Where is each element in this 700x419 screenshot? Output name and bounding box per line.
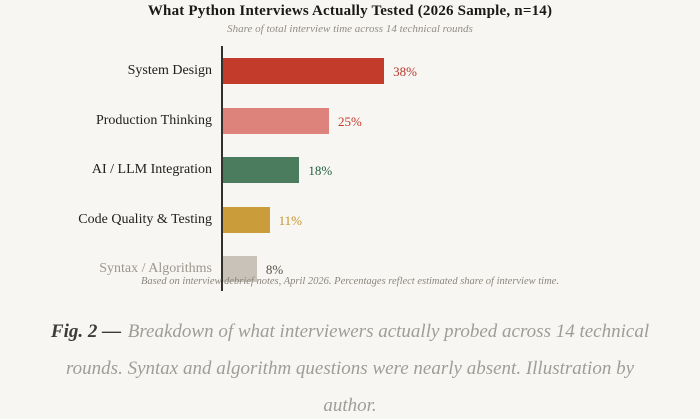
plot-area: System Design 38% Production Thinking 25% AI… bbox=[0, 46, 700, 291]
bar-row: AI / LLM Integration 18% bbox=[0, 157, 700, 183]
bar-value-label: 18% bbox=[308, 163, 333, 178]
bar bbox=[223, 206, 270, 233]
bar-category-label: Code Quality & Testing bbox=[78, 211, 212, 227]
caption-prefix: Fig. 2 — bbox=[50, 321, 122, 342]
bar bbox=[223, 157, 300, 183]
bar-row: Code Quality & Testing 11% bbox=[0, 206, 700, 233]
bar-value-label: 8% bbox=[265, 262, 284, 277]
bar bbox=[223, 256, 257, 282]
bar-value-label: 25% bbox=[338, 113, 362, 129]
bar bbox=[223, 58, 385, 84]
bar-category-label: System Design bbox=[127, 63, 212, 78]
bar-category-label: Production Thinking bbox=[95, 112, 212, 128]
bar-category-label: AI / LLM Integration bbox=[91, 162, 212, 177]
y-axis-line bbox=[221, 46, 223, 291]
caption-line-1-text: Breakdown of what interviewers actually … bbox=[127, 321, 650, 342]
bar-value-label: 38% bbox=[393, 64, 417, 79]
bar bbox=[223, 107, 329, 134]
chart-title: What Python Interviews Actually Tested (… bbox=[147, 3, 553, 19]
chart-subtitle: Share of total interview time across 14 … bbox=[227, 23, 473, 35]
caption-line-1: Fig. 2 — Breakdown of what interviewers a… bbox=[0, 313, 700, 350]
bar-row: Syntax / Algorithms 8% bbox=[0, 256, 700, 282]
bar-row: System Design 38% bbox=[0, 58, 700, 84]
bar-value-label: 11% bbox=[278, 212, 302, 228]
caption-line-3: author. bbox=[323, 395, 377, 416]
caption-line-2: rounds. Syntax and algorithm questions w… bbox=[65, 358, 635, 379]
bar-row: Production Thinking 25% bbox=[0, 107, 700, 134]
chart-footnote: Based on interview debrief notes, April … bbox=[141, 276, 559, 287]
figure-caption: Fig. 2 — Breakdown of what interviewers a… bbox=[0, 313, 700, 419]
bar-category-label: Syntax / Algorithms bbox=[99, 261, 212, 276]
